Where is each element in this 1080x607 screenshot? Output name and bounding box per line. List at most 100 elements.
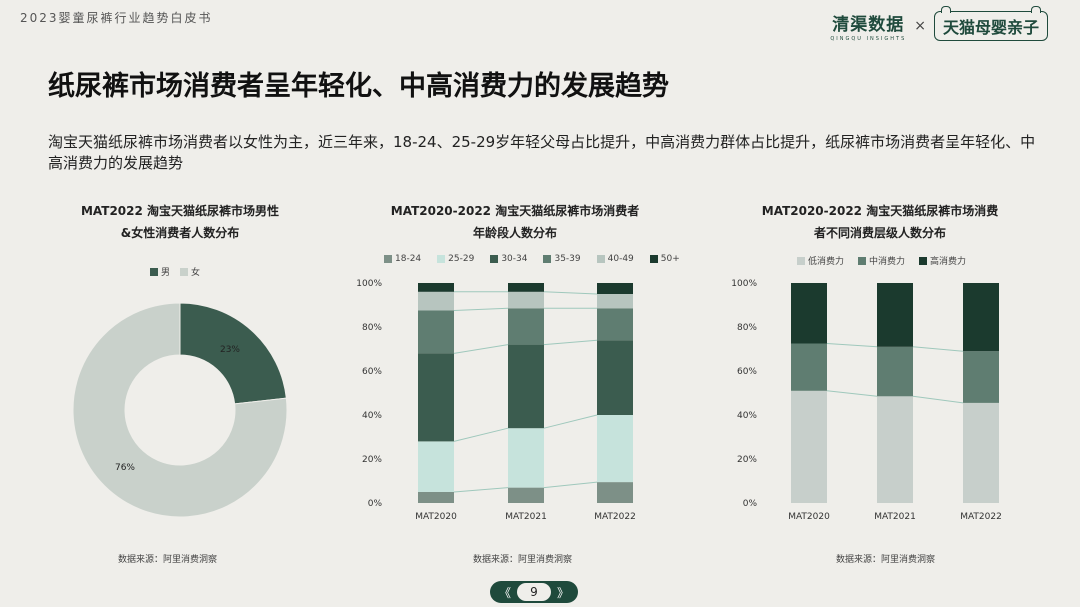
x-tick-label-MAT2022: MAT2022: [594, 512, 636, 522]
age-chart-title-line1: MAT2020-2022 淘宝天猫纸尿裤市场消费者: [390, 204, 640, 218]
legend-item-35-39: 35-39: [543, 254, 581, 264]
series-connector-line: [543, 291, 598, 295]
legend-female-label: 女: [191, 268, 201, 278]
y-tick-label: 60%: [737, 367, 757, 377]
prev-page-icon[interactable]: 《: [499, 585, 512, 600]
legend-label-30-34: 30-34: [501, 254, 528, 264]
spend-chart-title-line1: MAT2020-2022 淘宝天猫纸尿裤市场消费: [761, 204, 999, 218]
bar-segment-MAT2020-40-49: [418, 291, 454, 311]
age-stacked-bar-chart: 0% 20% 40% 60% 80% 100% MAT2020 MAT2021 MAT2022: [356, 279, 636, 522]
bar-segment-MAT2021-25-29: [508, 428, 544, 488]
bar-segment-MAT2022-35-39: [597, 308, 633, 341]
age-chart-title: MAT2020-2022 淘宝天猫纸尿裤市场消费者 年龄段人数分布: [360, 200, 670, 244]
legend-male: 男: [150, 265, 170, 278]
legend-label-高消费力: 高消费力: [930, 257, 967, 267]
legend-label-低消费力: 低消费力: [808, 257, 845, 267]
series-connector-line: [453, 307, 509, 311]
bar-segment-MAT2020-高消费力: [791, 283, 827, 344]
legend-item-50+: 50+: [649, 254, 680, 264]
donut-label-男: 23%: [220, 345, 240, 355]
legend-item-30-34: 30-34: [490, 254, 527, 264]
series-connector-line: [453, 427, 509, 442]
legend-label-18-24: 18-24: [395, 254, 422, 264]
y-tick-label: 20%: [362, 455, 382, 465]
legend-swatch-高消费力: [919, 256, 928, 265]
bar-segment-MAT2022-25-29: [597, 415, 633, 483]
report-title: 2023婴童尿裤行业趋势白皮书: [20, 11, 213, 25]
age-chart-source: 数据来源：阿里消费洞察: [473, 555, 573, 565]
legend-swatch-40-49: [596, 255, 605, 263]
legend-item-18-24: 18-24: [384, 254, 421, 264]
bar-segment-MAT2022-高消费力: [963, 283, 999, 352]
y-tick-label: 100%: [356, 279, 382, 289]
bar-segment-MAT2022-中消费力: [963, 351, 999, 403]
bar-segment-MAT2021-高消费力: [877, 283, 913, 347]
bar-segment-MAT2020-35-39: [418, 310, 454, 354]
donut-slice-女: [72, 302, 288, 518]
series-connector-line: [543, 481, 598, 489]
x-tick-label-MAT2020: MAT2020: [788, 512, 830, 522]
legend-female: 女: [180, 265, 200, 278]
y-tick-label: 40%: [362, 411, 382, 421]
page-subtitle: 淘宝天猫纸尿裤市场消费者以女性为主，近三年来，18-24、25-29岁年轻父母占…: [48, 133, 1036, 172]
series-connector-line: [453, 344, 509, 354]
bar-segment-MAT2022-50+: [597, 283, 633, 294]
legend-item-低消费力: 低消费力: [797, 254, 844, 267]
bar-segment-MAT2020-低消费力: [791, 390, 827, 503]
legend-swatch-低消费力: [797, 256, 805, 265]
spend-chart-title: MAT2020-2022 淘宝天猫纸尿裤市场消费 者不同消费层级人数分布: [730, 200, 1030, 244]
y-tick-label: 40%: [737, 411, 757, 421]
qingqu-logo: 清渠数据 QINGQU INSIGHTS: [830, 10, 906, 42]
brand-separator: ×: [914, 18, 926, 34]
legend-label-40-49: 40-49: [607, 254, 634, 264]
x-tick-label-MAT2021: MAT2021: [505, 512, 547, 522]
y-tick-label: 20%: [737, 455, 757, 465]
legend-swatch-25-29: [437, 255, 446, 263]
bar-segment-MAT2020-中消费力: [791, 343, 827, 391]
donut-slice-男: [179, 302, 287, 405]
spend-stacked-bar-chart: 0% 20% 40% 60% 80% 100% MAT2020 MAT2021 MAT2022: [731, 279, 1002, 522]
legend-swatch-50+: [649, 255, 658, 263]
y-tick-label: 0%: [743, 499, 758, 509]
brand-logos: 清渠数据 QINGQU INSIGHTS × 天猫母婴亲子: [830, 6, 1048, 46]
spend-legend: 低消费力 中消费力 高消费力: [797, 254, 966, 267]
series-connector-line: [453, 487, 509, 493]
x-tick-label-MAT2021: MAT2021: [874, 512, 916, 522]
bar-segment-MAT2022-30-34: [597, 340, 633, 415]
legend-label-35-39: 35-39: [554, 254, 581, 264]
series-connector-line: [912, 395, 964, 404]
series-connector-line: [543, 339, 598, 346]
legend-item-高消费力: 高消费力: [919, 254, 966, 267]
donut-label-女: 76%: [115, 463, 135, 473]
legend-male-swatch: [150, 267, 158, 276]
tmall-logo: 天猫母婴亲子: [933, 6, 1048, 41]
series-connector-line: [826, 343, 878, 348]
bar-segment-MAT2021-中消费力: [877, 346, 913, 397]
page-title: 纸尿裤市场消费者呈年轻化、中高消费力的发展趋势: [48, 71, 669, 102]
legend-item-中消费力: 中消费力: [858, 254, 905, 267]
page-navigation: 《 9 》: [490, 581, 578, 603]
qingqu-logo-cn: 清渠数据: [832, 15, 905, 35]
x-tick-label-MAT2020: MAT2020: [415, 512, 457, 522]
legend-label-中消费力: 中消费力: [869, 257, 906, 267]
spend-chart-source: 数据来源：阿里消费洞察: [836, 555, 936, 565]
page-number: 9: [517, 583, 551, 601]
y-tick-label: 100%: [731, 279, 757, 289]
gender-chart-source: 数据来源：阿里消费洞察: [118, 555, 218, 565]
y-tick-label: 60%: [362, 367, 382, 377]
gender-chart-title-line1: MAT2022 淘宝天猫纸尿裤市场男性: [80, 204, 280, 218]
age-chart-title-line2: 年龄段人数分布: [472, 226, 557, 240]
series-connector-line: [912, 346, 964, 352]
next-page-icon[interactable]: 》: [556, 585, 569, 600]
x-tick-label-MAT2022: MAT2022: [960, 512, 1002, 522]
legend-swatch-18-24: [384, 255, 392, 263]
legend-item-25-29: 25-29: [437, 254, 474, 264]
bar-segment-MAT2021-40-49: [508, 291, 544, 309]
bar-segment-MAT2021-35-39: [508, 308, 544, 345]
bar-segment-MAT2021-30-34: [508, 344, 544, 429]
gender-donut-chart: 23% 76%: [72, 302, 288, 518]
legend-female-swatch: [180, 267, 189, 276]
series-connector-line: [826, 390, 878, 397]
legend-male-label: 男: [161, 268, 171, 278]
gender-chart-title: MAT2022 淘宝天猫纸尿裤市场男性 &女性消费者人数分布: [40, 200, 320, 244]
